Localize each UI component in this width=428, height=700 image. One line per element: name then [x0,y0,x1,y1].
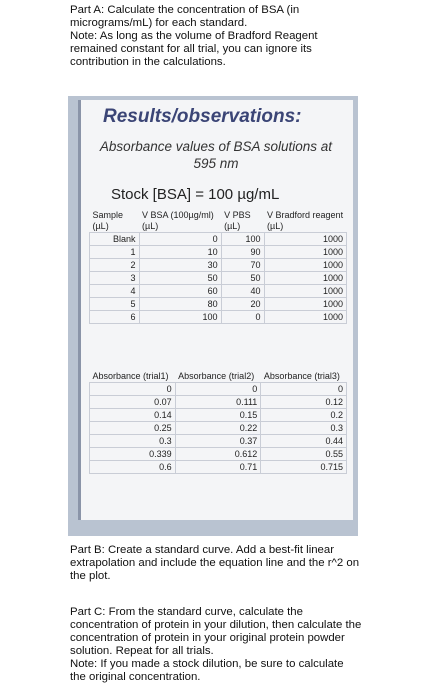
cell: 20 [220,297,265,311]
row: 4 60 40 1000 [89,284,348,298]
row: 0.3 0.37 0.44 [89,434,347,448]
cell: 1000 [263,310,348,324]
row: 0.25 0.22 0.3 [89,421,347,435]
cell: 0.612 [174,447,262,461]
task: Part C: From the standard curve, calcula… [70,606,362,657]
row: 0.14 0.15 0.2 [89,408,347,422]
row: 1 10 90 1000 [89,245,348,259]
cell: 0.37 [174,434,262,448]
row: 0.339 0.612 0.55 [89,447,347,461]
cell: 50 [220,271,265,285]
task: Part B: Create a standard curve. Add a b… [70,544,360,582]
part-c: Part C: From the standard curve, calcula… [70,606,362,684]
task: Part A: Calculate the concentration of B… [70,4,300,29]
cell: 0.71 [174,460,262,474]
row: 3 50 50 1000 [89,271,348,285]
cell: 0.15 [174,408,262,422]
absorbance-table: Absorbance (trial1) Absorbance (trial2) Ab… [89,370,347,474]
cell: 0.6 [89,460,176,474]
row: 0.07 0.111 0.12 [89,395,347,409]
cell: 70 [220,258,265,272]
cell: 60 [138,284,222,298]
cell: 0.44 [260,434,347,448]
row: 5 80 20 1000 [89,297,348,311]
cell: 0 [138,232,222,246]
cell: 0 [89,382,176,396]
cell: 6 [89,310,140,324]
cell: 10 [138,245,222,259]
cell: 1 [89,245,140,259]
header-cell: V Bradford reagent (µL) [267,210,344,231]
cell: 0 [174,382,262,396]
cell: 0.3 [260,421,347,435]
header-row: Absorbance (trial1) Absorbance (trial2) Ab… [90,370,347,383]
cell: 50 [138,271,222,285]
cell: 100 [220,232,265,246]
sheet: Results/observations: Absorbance values … [78,100,353,520]
part-a: Part A: Calculate the concentration of B… [70,4,362,69]
cell: 40 [220,284,265,298]
cell: 0 [260,382,347,396]
cell: 1000 [263,245,348,259]
cell: 4 [89,284,140,298]
row: Blank 0 100 1000 [89,232,348,246]
cell: 3 [89,271,140,285]
cell: 100 [138,310,222,324]
cell: 0 [220,310,265,324]
cell: 80 [138,297,222,311]
cell: 5 [89,297,140,311]
cell: Blank [89,232,140,246]
stock: Stock [BSA] = 100 µg/mL [111,186,280,203]
cell: 0.111 [174,395,262,409]
header-cell: Absorbance (trial3) [263,371,340,381]
header-cell: Absorbance (trial1) [92,371,169,381]
cell: 0.55 [260,447,347,461]
cell: 1000 [263,271,348,285]
row: 2 30 70 1000 [89,258,348,272]
photo: Results/observations: Absorbance values … [68,96,358,536]
cell: 0.12 [260,395,347,409]
row: 6 100 0 1000 [89,310,348,324]
cell: 1000 [263,297,348,311]
cell: 0.25 [89,421,176,435]
cell: 0.22 [174,421,262,435]
header-cell: Sample (µL) [92,210,124,231]
cell: 0.715 [260,460,347,474]
part-b: Part B: Create a standard curve. Add a b… [70,544,362,583]
cell: 1000 [263,284,348,298]
note: Note: If you made a stock dilution, be s… [70,658,344,683]
cell: 1000 [263,258,348,272]
header-cell: Absorbance (trial2) [178,371,255,381]
row: 0.6 0.71 0.715 [89,460,347,474]
cell: 2 [89,258,140,272]
cell: 0.3 [89,434,176,448]
cell: 0.07 [89,395,176,409]
header-row: Sample (µL) V BSA (100µg/ml) (µL) V PBS (µ… [90,210,347,233]
cell: 0.339 [89,447,176,461]
cell: 0.14 [89,408,176,422]
cell: 90 [220,245,265,259]
cell: 1000 [263,232,348,246]
photo-title: Results/observations: [103,106,302,127]
header-cell: V PBS (µL) [224,210,251,231]
cell: 30 [138,258,222,272]
photo-subtitle: Absorbance values of BSA solutions at 59… [99,139,333,171]
header-cell: V BSA (100µg/ml) (µL) [142,210,214,231]
note: Note: As long as the volume of Bradford … [70,30,318,68]
cell: 0.2 [260,408,347,422]
volume-table: Sample (µL) V BSA (100µg/ml) (µL) V PBS (µ… [89,210,348,324]
